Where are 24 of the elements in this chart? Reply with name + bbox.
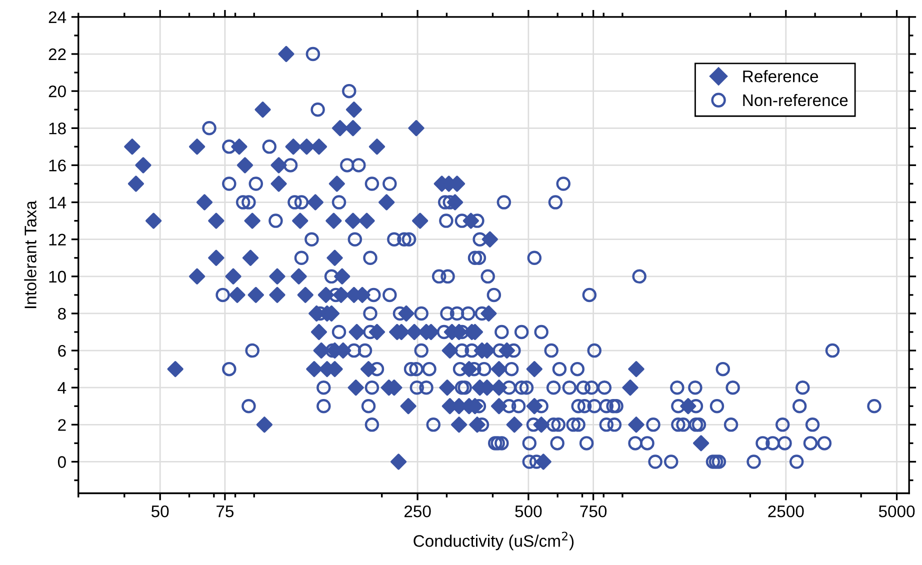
y-tick-label: 14 xyxy=(49,196,66,208)
y-tick-label: 2 xyxy=(58,419,66,431)
x-tick-label: 500 xyxy=(515,505,542,518)
y-tick-label: 10 xyxy=(49,270,66,283)
x-axis-title: Conductivity (uS/cm$^{2}$) xyxy=(414,532,574,550)
y-tick-label: 0 xyxy=(58,456,66,468)
x-tick-label: 250 xyxy=(404,505,431,518)
y-axis-title: Intolerant Taxa xyxy=(24,200,36,308)
x-tick-label: 750 xyxy=(580,505,607,518)
y-tick-label: 18 xyxy=(49,122,66,134)
y-tick-label: 4 xyxy=(58,382,66,394)
legend-label: Reference xyxy=(743,70,818,82)
y-tick-label: 12 xyxy=(49,234,66,246)
y-tick-label: 20 xyxy=(48,85,66,98)
legend-label: Non-reference xyxy=(743,94,848,106)
x-tick-label: 75 xyxy=(216,506,234,518)
y-tick-label: 6 xyxy=(58,344,66,357)
y-tick-label: 24 xyxy=(48,11,66,23)
y-tick-label: 16 xyxy=(49,160,66,172)
x-tick-label: 5000 xyxy=(878,505,915,518)
x-tick-label: 50 xyxy=(151,505,169,518)
x-tick-label: 2500 xyxy=(768,505,804,518)
y-tick-label: 8 xyxy=(58,308,66,320)
y-tick-label: 22 xyxy=(48,48,66,60)
